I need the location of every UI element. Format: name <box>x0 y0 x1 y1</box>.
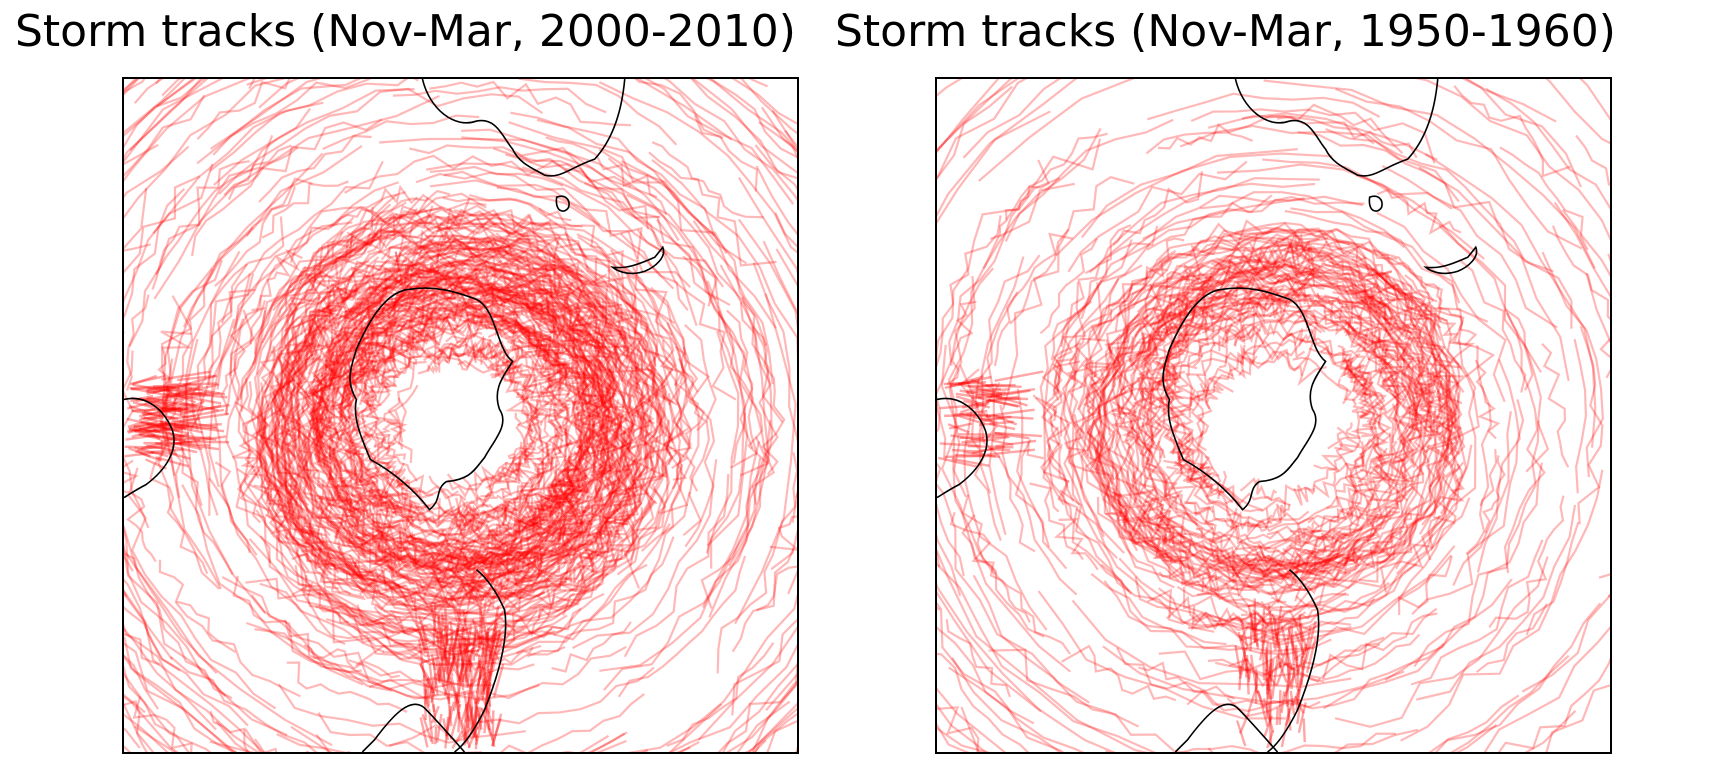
storm-track <box>1263 647 1264 680</box>
storm-track <box>468 702 469 728</box>
storm-track <box>1280 690 1281 725</box>
storm-track <box>1304 719 1305 743</box>
storm-track <box>130 135 273 346</box>
storm-track <box>1181 348 1227 412</box>
storm-track <box>937 567 1034 723</box>
map-title-left: Storm tracks (Nov-Mar, 2000-2010) <box>15 10 796 54</box>
storm-track <box>1335 557 1548 727</box>
storm-track <box>491 375 524 396</box>
storm-track <box>1277 708 1278 725</box>
storm-track <box>1291 691 1294 715</box>
storm-track <box>151 450 184 452</box>
storm-track <box>623 79 723 138</box>
storm-track <box>130 376 165 384</box>
storm-track <box>1250 621 1251 652</box>
storm-track <box>1248 666 1249 682</box>
storm-track <box>170 453 191 459</box>
tasmania-coastline <box>1369 196 1382 211</box>
storm-tracks-layer <box>937 79 1610 752</box>
storm-track <box>1563 210 1610 572</box>
storm-track <box>955 455 996 457</box>
storm-track <box>124 79 548 135</box>
storm-track <box>1205 378 1234 403</box>
storm-track <box>432 654 435 670</box>
map-title-right: Storm tracks (Nov-Mar, 1950-1960) <box>835 10 1616 54</box>
storm-track <box>474 628 475 661</box>
storm-track <box>1282 691 1284 712</box>
storm-track <box>446 625 448 643</box>
storm-track <box>124 189 184 405</box>
storm-track-map-2000-2010 <box>122 77 799 754</box>
storm-track <box>979 79 1337 181</box>
storm-track <box>1256 673 1257 704</box>
storm-track <box>197 79 294 139</box>
storm-track-map-svg-right <box>937 79 1610 752</box>
storm-track <box>1527 522 1579 635</box>
storm-track <box>1575 339 1586 493</box>
south-america-coastline-west <box>1175 704 1277 752</box>
storm-track <box>1314 432 1348 471</box>
storm-track <box>124 95 204 211</box>
storm-tracks-layer <box>124 79 797 752</box>
storm-track <box>427 679 428 707</box>
storm-track-map-1950-1960 <box>935 77 1612 754</box>
storm-track <box>1489 496 1563 628</box>
storm-track <box>707 281 747 546</box>
storm-track <box>164 390 195 391</box>
storm-track <box>153 161 250 289</box>
storm-track-map-svg-left <box>124 79 797 752</box>
storm-track <box>277 734 447 752</box>
storm-track <box>937 79 1195 222</box>
storm-track <box>370 79 676 145</box>
storm-track <box>1267 677 1268 717</box>
storm-track <box>458 712 459 732</box>
storm-track <box>995 372 1044 381</box>
storm-track <box>287 662 407 712</box>
storm-track <box>1608 467 1610 596</box>
